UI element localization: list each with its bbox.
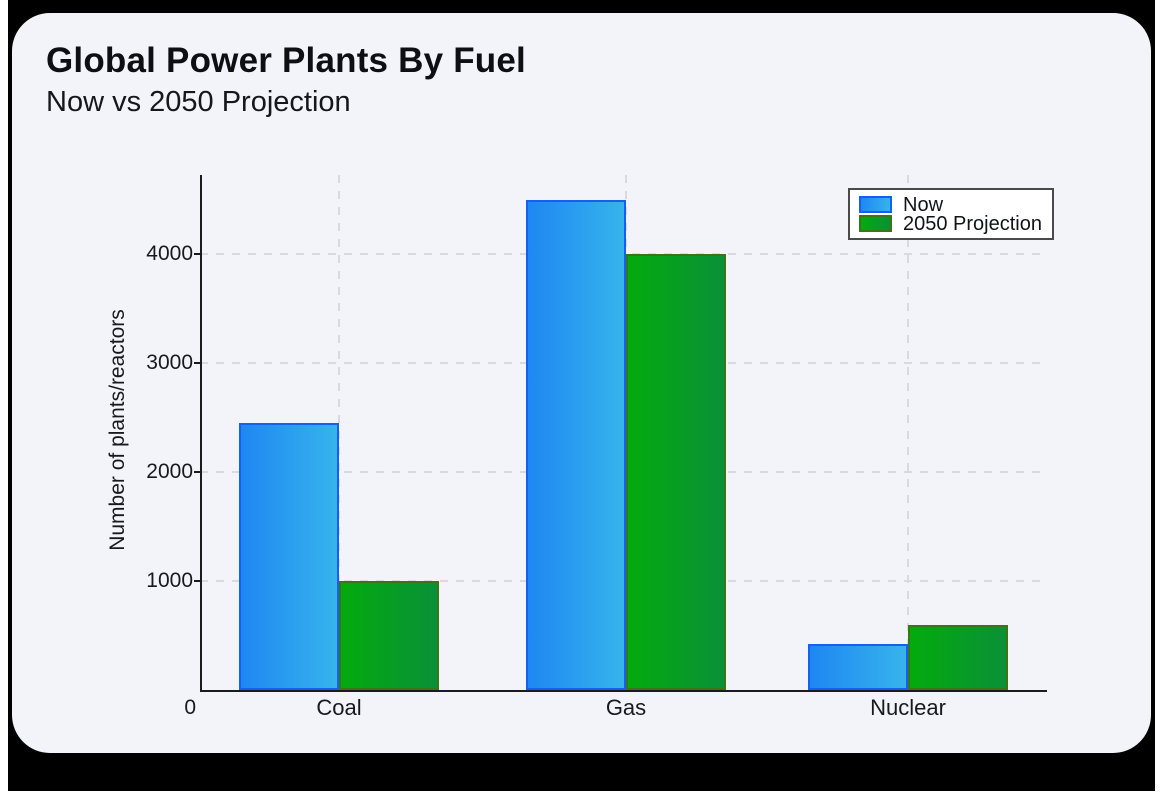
legend-swatch-now [859,196,892,213]
y-axis-label-text: Number of plants/reactors [106,309,129,551]
y-tick-label-3000: 3000 [146,351,193,375]
y-axis-line [200,175,202,692]
category-label-coal: Coal [316,695,362,720]
category-label-gas: Gas [605,695,647,720]
x-axis-line [200,690,1047,692]
v-gridline-nuclear [907,175,909,690]
bar-now-coal [239,423,339,690]
legend-row-now: Now [859,193,1043,216]
bar-2050-projection-coal [339,581,439,690]
y-tick-mark-3000 [194,362,200,365]
legend-row-2050-projection: 2050 Projection [859,212,1043,235]
category-label-nuclear: Nuclear [870,695,946,720]
chart-card: Global Power Plants By Fuel Now vs 2050 … [12,13,1151,753]
legend: Now 2050 Projection [848,188,1054,240]
y-tick-label-1000: 1000 [146,569,193,592]
legend-label-now: Now [903,193,944,216]
y-tick-label-0: 0 [184,696,196,719]
plot-area: Now 2050 Projection 0 1000 2000 3000 4000 Coal… [146,175,1054,720]
bar-2050-projection-gas [626,254,726,690]
legend-swatch-2050-projection [859,215,892,232]
chart-title: Global Power Plants By Fuel [46,41,526,80]
y-tick-label-4000: 4000 [146,242,193,266]
bar-now-gas [526,200,626,690]
y-tick-label-2000: 2000 [146,460,193,483]
legend-label-2050-projection: 2050 Projection [903,212,1042,235]
chart-subtitle: Now vs 2050 Projection [46,86,351,118]
y-tick-mark-2000 [194,471,200,473]
bar-now-nuclear [808,644,908,690]
bar-2050-projection-nuclear [908,625,1008,690]
y-tick-mark-4000 [194,253,200,256]
v-gridline-coal [338,175,340,690]
y-tick-mark-1000 [194,580,200,582]
